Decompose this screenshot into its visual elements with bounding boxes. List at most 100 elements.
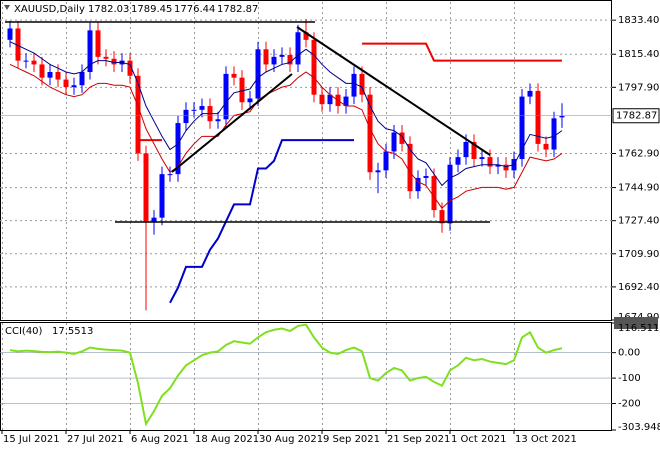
y-tick-highlight bbox=[614, 317, 658, 329]
cci-panel bbox=[0, 322, 612, 431]
candle-body bbox=[479, 157, 485, 160]
candle-body bbox=[167, 174, 173, 176]
candle-body bbox=[127, 60, 133, 76]
candle-body bbox=[455, 157, 461, 165]
price-label: 1782.87 bbox=[616, 111, 657, 122]
candle-body bbox=[15, 28, 21, 61]
candle-body bbox=[63, 79, 69, 88]
candle-body bbox=[391, 132, 397, 152]
candle-body bbox=[143, 153, 149, 222]
candle-body bbox=[383, 151, 389, 171]
candle-body bbox=[311, 39, 317, 95]
candle-body bbox=[183, 109, 189, 124]
candle-body bbox=[223, 73, 229, 120]
x-tick-label: 9 Sep 2021 bbox=[323, 434, 380, 445]
indicator-line bbox=[169, 139, 354, 304]
x-tick-label: 30 Aug 2021 bbox=[259, 434, 323, 445]
y-tick-label: 1727.40 bbox=[618, 216, 659, 227]
candle-body bbox=[55, 71, 61, 80]
y-tick-label: 1833.40 bbox=[618, 15, 659, 26]
candle-body bbox=[111, 58, 117, 65]
candle-body bbox=[175, 123, 181, 175]
candle-body bbox=[7, 28, 13, 40]
y-tick-label: 1762.90 bbox=[618, 149, 659, 160]
y-tick-label: -100 bbox=[618, 373, 641, 384]
trend-line bbox=[171, 73, 293, 173]
x-tick-label: 21 Sep 2021 bbox=[387, 434, 450, 445]
candle-body bbox=[495, 164, 501, 167]
candle-body bbox=[247, 98, 253, 103]
candle-body bbox=[407, 143, 413, 192]
candle-body bbox=[375, 170, 381, 173]
candle-body bbox=[295, 32, 301, 65]
candle-body bbox=[303, 32, 309, 40]
candle-body bbox=[559, 115, 565, 118]
candle-body bbox=[359, 73, 365, 95]
candle-body bbox=[263, 49, 269, 65]
candle-body bbox=[327, 94, 333, 105]
candle-body bbox=[399, 132, 405, 144]
candle-body bbox=[367, 94, 373, 173]
high-value: 1789.45 bbox=[131, 4, 172, 15]
candle-body bbox=[279, 54, 285, 57]
candle-body bbox=[471, 141, 477, 160]
candle-body bbox=[447, 164, 453, 224]
low-value: 1776.44 bbox=[174, 4, 215, 15]
candle-body bbox=[535, 90, 541, 144]
candle-body bbox=[503, 164, 509, 171]
candle-body bbox=[151, 217, 157, 222]
candle-body bbox=[351, 73, 357, 97]
candle-body bbox=[431, 176, 437, 211]
candle-body bbox=[87, 30, 93, 72]
candle-body bbox=[135, 75, 141, 154]
candle-body bbox=[527, 90, 533, 97]
x-tick-label: 15 Jul 2021 bbox=[3, 434, 60, 445]
x-tick-label: 27 Jul 2021 bbox=[67, 434, 124, 445]
candle-body bbox=[287, 54, 293, 65]
x-tick-label: 1 Oct 2021 bbox=[451, 434, 506, 445]
candle-body bbox=[95, 30, 101, 57]
candle-body bbox=[271, 56, 277, 65]
chart-title: XAUUSD,Daily bbox=[14, 4, 85, 15]
candle-body bbox=[23, 60, 29, 62]
candle-body bbox=[551, 118, 557, 150]
y-tick-label: 1709.90 bbox=[618, 249, 659, 260]
candle-body bbox=[159, 174, 165, 218]
candle-body bbox=[415, 177, 421, 192]
cci-value: 17.5513 bbox=[52, 326, 93, 337]
y-tick-label: -200 bbox=[618, 399, 641, 410]
candle-body bbox=[47, 71, 53, 78]
indicator-line bbox=[9, 63, 563, 209]
candle-body bbox=[319, 94, 325, 105]
candle-body bbox=[79, 71, 85, 86]
x-tick-label: 13 Oct 2021 bbox=[515, 434, 577, 445]
candle-body bbox=[191, 109, 197, 111]
candle-body bbox=[543, 143, 549, 150]
close-value: 1782.87 bbox=[217, 4, 258, 15]
candle-body bbox=[239, 77, 245, 103]
symbol-icon bbox=[4, 5, 10, 10]
y-tick-label: -303.9481 bbox=[618, 422, 660, 433]
y-tick-label: 1797.90 bbox=[618, 82, 659, 93]
candle-body bbox=[71, 85, 77, 88]
candle-body bbox=[423, 176, 429, 178]
candle-body bbox=[215, 119, 221, 122]
trend-line bbox=[296, 26, 491, 156]
y-tick-label: 1692.40 bbox=[618, 282, 659, 293]
cci-title: CCI(40) bbox=[5, 326, 43, 337]
y-tick-label: 116.5118 bbox=[618, 323, 660, 334]
cci-line bbox=[9, 323, 563, 427]
candle-body bbox=[39, 64, 45, 78]
x-tick-label: 6 Aug 2021 bbox=[131, 434, 189, 445]
candle-body bbox=[231, 73, 237, 78]
candle-body bbox=[463, 141, 469, 158]
candle-body bbox=[439, 210, 445, 224]
candle-body bbox=[519, 96, 525, 160]
plot-layer bbox=[0, 2, 612, 434]
x-tick-label: 18 Aug 2021 bbox=[195, 434, 259, 445]
candle-body bbox=[31, 60, 37, 65]
y-tick-label: 0.00 bbox=[618, 348, 640, 359]
open-value: 1782.03 bbox=[88, 4, 129, 15]
